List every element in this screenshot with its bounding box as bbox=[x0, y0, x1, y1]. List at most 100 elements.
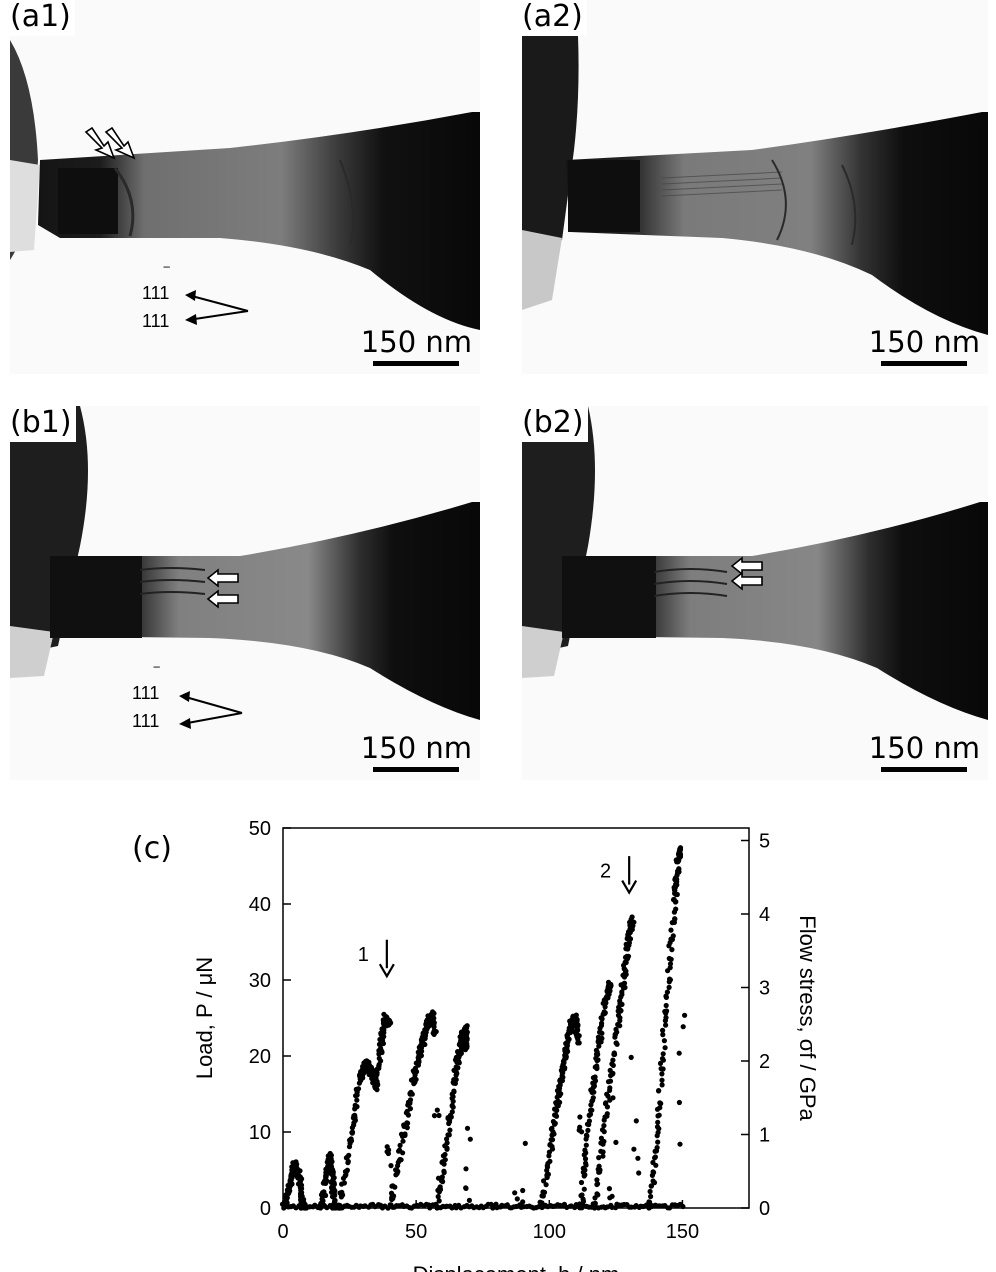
arrowhead-icon bbox=[621, 880, 638, 895]
data-point bbox=[351, 1113, 357, 1119]
data-point bbox=[559, 1070, 565, 1076]
data-point bbox=[659, 1077, 665, 1083]
data-point bbox=[408, 1089, 414, 1095]
direction-arrows-icon bbox=[181, 695, 243, 725]
data-point bbox=[557, 1099, 563, 1105]
data-point bbox=[344, 1167, 350, 1173]
data-point bbox=[328, 1170, 334, 1177]
annotation-label: 2 bbox=[600, 860, 611, 882]
data-point bbox=[450, 1104, 456, 1110]
data-point bbox=[582, 1167, 588, 1173]
data-point bbox=[393, 1167, 399, 1173]
y2-tick-label: 4 bbox=[759, 904, 770, 926]
data-point bbox=[670, 933, 676, 939]
data-point bbox=[621, 966, 627, 972]
data-point bbox=[674, 882, 680, 888]
data-point bbox=[374, 1072, 380, 1078]
data-point bbox=[610, 1062, 616, 1068]
data-point bbox=[463, 1166, 469, 1172]
data-point bbox=[331, 1175, 337, 1181]
data-point bbox=[654, 1145, 660, 1151]
y-axis-label: Load, P / μN bbox=[192, 957, 217, 1079]
data-point bbox=[378, 1045, 384, 1051]
data-point bbox=[598, 1135, 605, 1141]
data-point bbox=[666, 984, 672, 990]
data-point bbox=[581, 1152, 587, 1158]
data-point bbox=[354, 1097, 360, 1103]
y2-axis-ticks: 0 1 2 3 4 5 bbox=[741, 830, 770, 1220]
data-point bbox=[390, 1183, 396, 1189]
data-point bbox=[436, 1198, 442, 1204]
data-point bbox=[677, 1141, 683, 1147]
data-point bbox=[449, 1109, 455, 1115]
data-point bbox=[404, 1125, 410, 1131]
data-point bbox=[514, 1196, 520, 1202]
data-point bbox=[659, 1071, 665, 1077]
tem-panel-b2: (b2) 150 nm bbox=[522, 406, 988, 780]
data-point bbox=[592, 1202, 598, 1208]
data-point bbox=[587, 1112, 593, 1118]
data-point bbox=[597, 1025, 603, 1031]
data-point bbox=[349, 1129, 356, 1135]
data-point bbox=[651, 1180, 658, 1186]
data-point bbox=[430, 1030, 436, 1036]
data-point bbox=[466, 1197, 472, 1203]
data-point bbox=[464, 1041, 470, 1047]
y-axis-ticks: 0 10 20 30 40 50 bbox=[249, 818, 291, 1220]
data-point bbox=[441, 1169, 447, 1176]
data-point bbox=[434, 1107, 440, 1113]
data-point bbox=[669, 947, 675, 953]
data-point bbox=[648, 1193, 654, 1200]
data-point bbox=[298, 1182, 305, 1188]
data-point bbox=[447, 1127, 453, 1133]
data-point bbox=[625, 953, 632, 959]
data-point bbox=[374, 1087, 380, 1093]
data-point bbox=[650, 1169, 656, 1175]
data-point bbox=[540, 1189, 546, 1195]
data-point bbox=[520, 1199, 526, 1205]
data-point bbox=[599, 1127, 606, 1133]
data-point bbox=[592, 1078, 599, 1084]
data-point bbox=[591, 1083, 598, 1089]
scale-bar: 150 nm bbox=[361, 733, 472, 772]
tem-image-a2 bbox=[522, 0, 988, 374]
data-point bbox=[617, 1023, 623, 1029]
data-point bbox=[404, 1120, 410, 1126]
data-point bbox=[549, 1146, 556, 1152]
data-point bbox=[575, 1023, 581, 1029]
data-point bbox=[451, 1077, 457, 1083]
data-point bbox=[397, 1142, 403, 1148]
data-point bbox=[381, 1027, 387, 1033]
data-point bbox=[400, 1138, 406, 1144]
data-point bbox=[635, 1155, 641, 1161]
data-point bbox=[664, 989, 671, 995]
scale-label: 150 nm bbox=[360, 731, 472, 765]
data-point bbox=[595, 1057, 601, 1063]
data-point bbox=[431, 1024, 437, 1030]
data-point bbox=[352, 1102, 358, 1108]
data-point bbox=[680, 1024, 686, 1030]
data-point bbox=[662, 1045, 668, 1051]
data-point bbox=[550, 1129, 556, 1135]
data-point bbox=[451, 1089, 457, 1095]
data-point bbox=[610, 1070, 616, 1076]
data-point bbox=[547, 1158, 553, 1164]
data-point bbox=[607, 1085, 613, 1091]
data-point bbox=[617, 1018, 623, 1024]
data-point bbox=[592, 1074, 598, 1080]
data-point bbox=[344, 1154, 351, 1160]
data-point bbox=[611, 1050, 617, 1056]
data-point bbox=[586, 1121, 592, 1128]
data-point bbox=[420, 1040, 426, 1046]
data-point bbox=[321, 1189, 327, 1195]
data-point bbox=[602, 1004, 608, 1010]
data-point bbox=[348, 1136, 354, 1142]
data-point bbox=[339, 1189, 345, 1195]
y-tick-label: 20 bbox=[249, 1046, 271, 1068]
arrowhead-icon bbox=[378, 963, 395, 979]
data-point bbox=[585, 1127, 591, 1133]
data-point bbox=[580, 1198, 587, 1205]
data-point bbox=[407, 1106, 413, 1112]
data-point bbox=[677, 845, 684, 851]
data-point bbox=[398, 1157, 404, 1163]
